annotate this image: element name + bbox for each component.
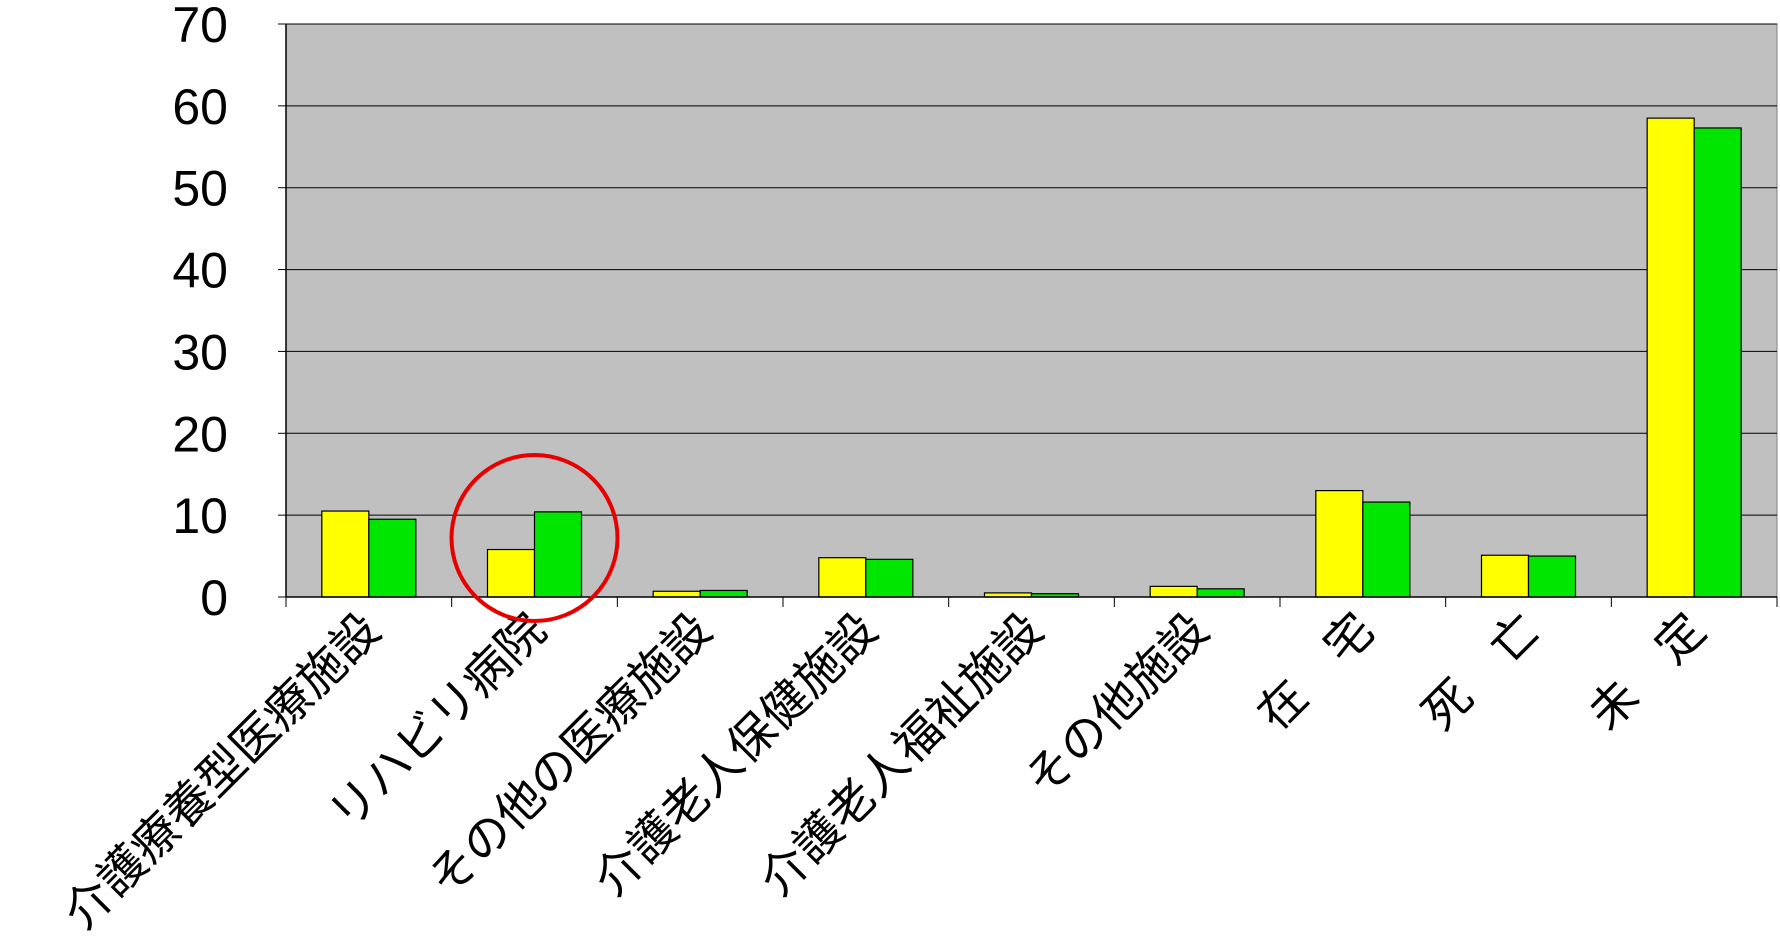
x-category-label: 未 定 [1578, 603, 1717, 742]
axes [285, 24, 1778, 607]
y-tick-label: 40 [172, 243, 228, 299]
highlight-circle [449, 453, 620, 623]
bar [321, 510, 370, 598]
x-category-label: 在 宅 [1247, 603, 1386, 742]
bar [486, 548, 536, 598]
bar [368, 518, 417, 598]
annotations [449, 453, 620, 623]
bar [1693, 127, 1742, 598]
y-tick-label: 10 [172, 488, 228, 544]
bar [652, 590, 701, 598]
bar [1527, 555, 1577, 598]
bar [1315, 489, 1364, 598]
y-tick-label: 0 [200, 570, 228, 626]
bar [1480, 554, 1530, 598]
y-tick-label: 20 [172, 406, 228, 462]
bar [1646, 117, 1695, 598]
plot-area [285, 23, 1778, 598]
bar [818, 557, 867, 598]
y-tick-label: 60 [172, 79, 228, 135]
y-tick-label: 50 [172, 161, 228, 217]
x-category-label: 介護老人保健施設 [584, 603, 889, 908]
bar [699, 589, 748, 598]
bar [533, 511, 583, 598]
bar [865, 558, 914, 598]
x-category-label: 介護老人福祉施設 [749, 603, 1054, 908]
bar [1149, 585, 1198, 598]
bar [1196, 588, 1245, 598]
bars [321, 117, 1742, 598]
y-tick-label: 30 [172, 324, 228, 380]
y-tick-label: 70 [172, 0, 228, 53]
x-category-label: 死 亡 [1412, 603, 1551, 742]
x-category-label: その他の医療施設 [418, 603, 723, 908]
bar [1362, 501, 1411, 598]
x-category-label: 介護療養型医療施設 [53, 603, 391, 940]
